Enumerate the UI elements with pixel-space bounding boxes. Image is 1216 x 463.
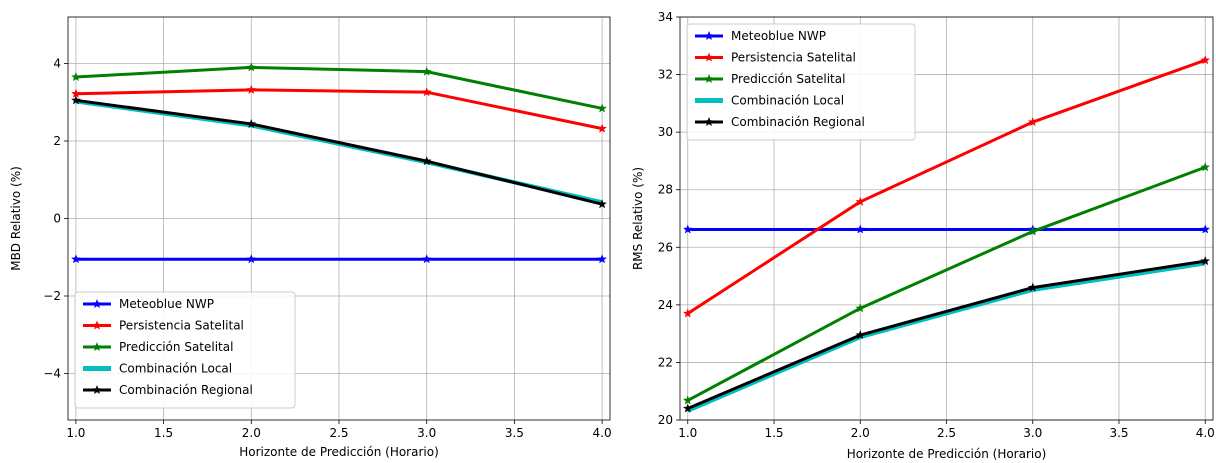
x-tick-label: 1.5	[154, 426, 173, 440]
x-tick-label: 2.5	[329, 426, 348, 440]
legend-marker	[704, 31, 714, 41]
series-line-3	[686, 261, 1206, 413]
y-tick-label: −2	[43, 289, 61, 303]
series-line-1	[686, 58, 1206, 315]
legend-marker	[92, 342, 102, 352]
x-tick-label: 2.0	[851, 426, 870, 440]
legend-label: Persistencia Satelital	[119, 319, 244, 333]
data-point	[421, 87, 432, 97]
x-tick-label: 2.0	[242, 426, 261, 440]
legend-marker	[704, 74, 714, 84]
rms-chart: 1.0 1.5 2.0 2.5 3.0 3.5 4.0 20 22 24 26 28 30 32 34 Hor…	[631, 10, 1215, 461]
y-tick-label: 22	[658, 355, 673, 369]
data-point	[683, 224, 693, 234]
y-tick-label: 34	[658, 10, 673, 24]
x-tick-label: 1.0	[678, 426, 697, 440]
x-tick-label: 1.5	[764, 426, 783, 440]
legend: Meteoblue NWP Persistencia Satelital Predi…	[74, 291, 296, 409]
legend-label: Meteoblue NWP	[119, 297, 214, 311]
data-point	[855, 224, 866, 234]
x-axis-label: Horizonte de Predicción (Horario)	[847, 447, 1047, 461]
data-point	[71, 72, 81, 82]
x-tick-label: 3.5	[505, 426, 524, 440]
data-point	[1200, 55, 1210, 65]
series-line-2	[687, 165, 1206, 402]
legend-box	[74, 291, 296, 409]
legend-marker	[92, 320, 102, 330]
y-axis-label: MBD Relativo (%)	[9, 166, 23, 271]
data-point	[683, 395, 693, 405]
series-line-1	[75, 88, 603, 131]
y-tick-label: 32	[658, 68, 673, 82]
x-tick-label: 2.5	[937, 426, 956, 440]
y-tick-label: 26	[658, 240, 673, 254]
legend-label: Meteoblue NWP	[731, 29, 826, 43]
x-tick-label: 4.0	[1196, 426, 1215, 440]
legend-label: Combinación Regional	[731, 115, 865, 129]
data-point	[421, 254, 432, 264]
y-tick-label: 20	[658, 413, 673, 427]
data-point	[1027, 226, 1038, 236]
mbd-chart: 1.0 1.5 2.0 2.5 3.0 3.5 4.0 −4 −2 0 2 4 Horizonte de…	[9, 16, 612, 459]
series-line-2	[75, 65, 603, 110]
y-tick-label: 30	[658, 125, 673, 139]
y-tick-label: 2	[53, 134, 61, 148]
x-tick-label: 3.5	[1109, 426, 1128, 440]
x-tick-label: 3.0	[417, 426, 436, 440]
data-point	[246, 254, 257, 264]
data-point	[597, 199, 607, 209]
y-tick-label: 4	[53, 57, 61, 71]
x-axis-label: Horizonte de Predicción (Horario)	[239, 445, 439, 459]
plot-frame	[67, 16, 611, 421]
data-point	[71, 88, 81, 98]
legend-label: Combinación Local	[731, 94, 844, 108]
data-point	[597, 103, 607, 113]
data-point	[246, 62, 257, 72]
data-point	[1027, 117, 1038, 127]
x-tick-label: 3.0	[1023, 426, 1042, 440]
data-point	[855, 303, 866, 313]
legend-label: Combinación Local	[119, 362, 232, 376]
data-point	[597, 123, 607, 133]
series-line-4	[687, 259, 1206, 410]
data-point	[597, 254, 607, 264]
legend-label: Predicción Satelital	[731, 72, 845, 86]
data-point	[1027, 282, 1038, 292]
y-axis-label: RMS Relativo (%)	[631, 167, 645, 270]
series-line-4	[75, 98, 603, 206]
data-point	[71, 95, 81, 105]
legend-label: Combinación Regional	[119, 383, 253, 397]
data-point	[71, 254, 81, 264]
data-point	[683, 308, 693, 318]
legend-marker	[704, 117, 714, 127]
data-point	[246, 84, 257, 94]
legend: Meteoblue NWP Persistencia Satelital Predi…	[686, 23, 916, 141]
plot-frame	[679, 16, 1214, 421]
legend-marker	[704, 52, 714, 62]
legend-label: Predicción Satelital	[119, 340, 233, 354]
data-point	[683, 403, 693, 413]
data-point	[855, 330, 866, 340]
data-point	[246, 118, 257, 128]
y-tick-label: 24	[658, 298, 673, 312]
legend-marker	[92, 299, 102, 309]
data-point	[1200, 224, 1210, 234]
legend-box	[686, 23, 916, 141]
data-point	[1200, 256, 1210, 266]
data-point	[421, 156, 432, 166]
x-tick-label: 4.0	[593, 426, 612, 440]
x-tick-label: 1.0	[66, 426, 85, 440]
legend-label: Persistencia Satelital	[731, 51, 856, 65]
data-point	[421, 66, 432, 76]
legend-marker	[92, 385, 102, 395]
y-tick-label: −4	[43, 367, 61, 381]
y-tick-label: 28	[658, 183, 673, 197]
data-point	[1200, 162, 1210, 172]
y-tick-label: 0	[53, 212, 61, 226]
data-point	[855, 196, 866, 206]
